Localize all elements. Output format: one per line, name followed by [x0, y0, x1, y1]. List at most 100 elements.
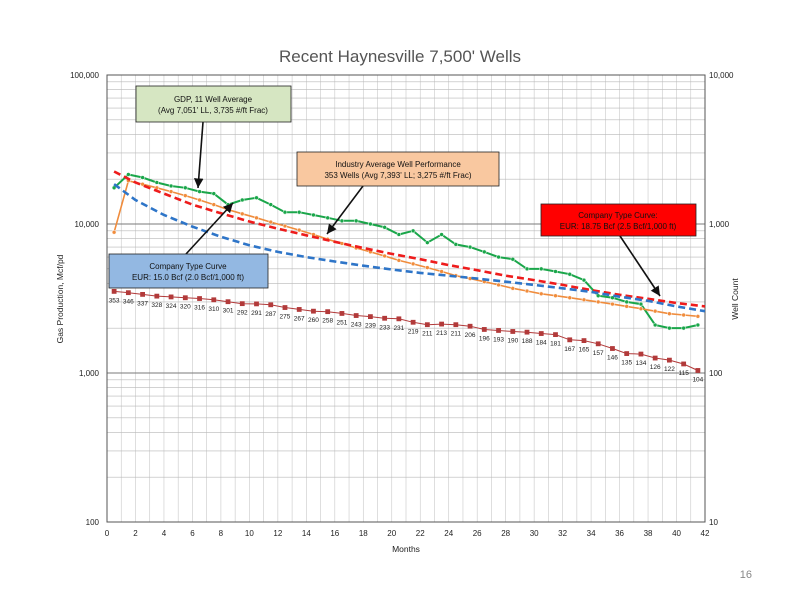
callout-box [108, 253, 269, 289]
data-point [140, 181, 145, 187]
data-point [382, 225, 387, 230]
data-point [296, 307, 302, 312]
data-point [126, 172, 131, 177]
data-point [539, 291, 544, 297]
y-tick-label: 100,000 [70, 71, 99, 80]
plot-frame [106, 74, 706, 523]
callout-line-1: GDP, 11 Well Average [174, 95, 253, 104]
series-3 [113, 183, 706, 313]
data-point [553, 269, 558, 274]
data-point [325, 215, 330, 221]
data-label: 190 [507, 337, 518, 344]
data-point [368, 221, 373, 227]
callout-line-2: EUR: 15.0 Bcf (2.0 Bcf/1,000 ft) [132, 273, 244, 282]
data-point [240, 211, 245, 217]
data-label: 324 [166, 303, 177, 310]
data-point [425, 265, 430, 270]
data-point [168, 189, 174, 194]
y2-tick-label: 1,000 [709, 220, 730, 229]
data-label: 213 [436, 330, 447, 337]
data-point [610, 301, 615, 307]
data-point [524, 329, 530, 335]
x-axis-title: Months [392, 544, 420, 554]
data-point [396, 232, 402, 237]
data-point [296, 209, 302, 215]
data-point [439, 269, 444, 274]
data-point [482, 249, 487, 255]
data-point [496, 254, 501, 260]
data-point [652, 322, 658, 328]
data-point [681, 325, 686, 331]
data-point [439, 232, 444, 237]
data-label: 206 [465, 332, 476, 339]
data-point [410, 228, 416, 234]
x-tick-label: 8 [219, 529, 224, 538]
x-tick-label: 30 [530, 529, 539, 538]
data-point [481, 327, 487, 332]
data-point [125, 290, 131, 296]
data-point [652, 308, 658, 314]
data-point [553, 332, 558, 338]
callout-arrow [619, 235, 661, 297]
data-label: 292 [237, 310, 248, 317]
data-label: 267 [294, 315, 305, 322]
series-2 [113, 170, 706, 308]
data-point [638, 306, 644, 311]
data-point [638, 351, 644, 357]
data-point [695, 322, 701, 328]
data-point [396, 316, 402, 322]
y-tick-label: 10,000 [75, 220, 100, 229]
data-point [225, 299, 231, 305]
y2-tick-label: 10 [709, 518, 718, 527]
data-point [581, 338, 587, 343]
x-tick-label: 0 [105, 529, 110, 538]
data-point [439, 321, 444, 327]
data-label: 146 [607, 355, 618, 362]
series-line [113, 170, 706, 308]
data-point [268, 219, 273, 225]
data-label: 239 [365, 323, 376, 330]
data-point [524, 266, 530, 272]
data-label: 157 [593, 350, 604, 357]
data-point [667, 357, 672, 363]
series-0 [111, 172, 701, 331]
data-point [183, 193, 188, 198]
data-label: 353 [109, 297, 120, 304]
callout-arrow [193, 121, 204, 189]
data-point [667, 311, 672, 316]
data-label: 219 [408, 328, 419, 335]
y-axis-title: Gas Production, Mcf/pd [55, 254, 65, 343]
x-tick-label: 6 [190, 529, 195, 538]
data-point [268, 202, 273, 207]
data-point [595, 341, 601, 347]
data-point [538, 331, 544, 336]
callout-red: Company Type Curve: EUR: 18.75 Bcf (2.5 B… [540, 203, 697, 297]
data-point [638, 301, 644, 307]
data-point [168, 183, 174, 189]
data-label: 291 [251, 310, 262, 317]
x-tick-label: 34 [587, 529, 596, 538]
data-point [496, 282, 501, 288]
data-point [239, 301, 245, 307]
data-label: 115 [678, 370, 689, 377]
data-point [183, 185, 188, 191]
series-line [113, 179, 698, 318]
callout-line-2: 353 Wells (Avg 7,393' LL; 3,275 #/ft Fra… [324, 171, 471, 180]
data-point [197, 189, 202, 194]
callout-box [296, 151, 500, 187]
data-point [581, 277, 587, 283]
data-label: 165 [579, 347, 590, 354]
data-point [695, 314, 701, 319]
data-point [182, 295, 188, 301]
data-point [111, 230, 117, 235]
callout-line-1: Company Type Curve [149, 262, 227, 271]
data-point [424, 322, 430, 328]
data-point [168, 294, 174, 300]
data-point [111, 288, 117, 294]
callout-gdp: GDP, 11 Well Average (Avg 7,051' LL, 3,73… [135, 85, 292, 189]
data-point [595, 299, 601, 305]
data-point [211, 191, 217, 196]
data-label: 328 [151, 302, 162, 309]
data-point [410, 319, 416, 325]
